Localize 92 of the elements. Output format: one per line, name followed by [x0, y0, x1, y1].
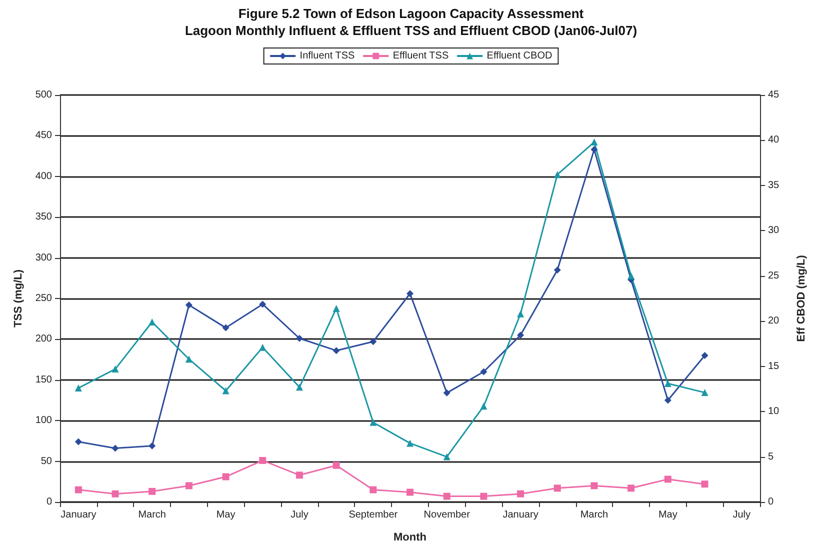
point: [480, 402, 488, 410]
point: [590, 146, 598, 154]
point: [480, 368, 488, 376]
point: [443, 492, 450, 500]
y-tick-label: 300: [35, 252, 52, 264]
point: [112, 366, 119, 373]
point: [406, 440, 414, 447]
y2-tick-label: 5: [768, 451, 774, 462]
point: [296, 472, 303, 479]
y-tick-label: 450: [35, 130, 52, 142]
legend-label: Influent TSS: [300, 50, 355, 62]
point: [259, 300, 266, 308]
point: [74, 486, 82, 494]
point: [517, 310, 524, 318]
point: [554, 484, 561, 492]
point: [664, 380, 672, 388]
x-tick-label: November: [424, 510, 471, 520]
point: [628, 484, 635, 492]
point: [370, 338, 377, 346]
x-axis-title: Month: [394, 532, 427, 544]
y2-axis-title: Eff CBOD (mg/L): [796, 254, 808, 342]
point: [74, 384, 82, 392]
x-tick-label: May: [216, 510, 236, 520]
point: [74, 438, 82, 446]
point: [332, 462, 340, 469]
point: [332, 304, 340, 312]
x-tick-label: July: [732, 510, 750, 520]
legend-label: Effluent TSS: [392, 50, 449, 62]
legend-label: Effluent CBOD: [486, 50, 552, 62]
x-tick-label: September: [348, 510, 398, 520]
point: [517, 490, 524, 498]
y-tick-label: 50: [40, 456, 52, 467]
chart-title: Figure 5.2 Town of Edson Lagoon Capacity Assessment: [238, 6, 584, 21]
point: [148, 442, 156, 450]
x-tick-label: March: [138, 510, 166, 520]
point: [517, 332, 524, 339]
x-tick-label: January: [502, 510, 538, 520]
point: [148, 488, 156, 495]
point: [406, 488, 414, 496]
point: [112, 490, 119, 498]
point: [590, 482, 598, 490]
y2-tick-label: 0: [768, 496, 774, 508]
y-axis-title: TSS (mg/L): [12, 269, 24, 328]
point: [590, 138, 598, 146]
y-tick-label: 150: [35, 374, 52, 386]
y-tick-label: 100: [35, 415, 52, 426]
y2-tick-label: 45: [768, 90, 780, 100]
y-tick-label: 0: [46, 496, 52, 508]
y2-tick-label: 20: [768, 316, 780, 327]
chart-subtitle: Lagoon Monthly Influent & Effluent TSS and Effluent CBOD (Jan06-Jul07): [184, 23, 638, 38]
point: [222, 387, 230, 394]
point: [296, 334, 303, 342]
point: [185, 482, 192, 490]
point: [222, 324, 230, 332]
y-tick-label: 200: [35, 334, 52, 345]
x-tick-label: March: [580, 510, 608, 520]
point: [148, 318, 156, 326]
point: [112, 444, 119, 452]
point: [664, 476, 672, 483]
point: [443, 453, 450, 460]
y-tick-label: 500: [35, 90, 52, 100]
y2-tick-label: 40: [768, 134, 780, 146]
y-tick-label: 250: [35, 293, 52, 304]
x-tick-label: January: [60, 510, 96, 520]
point: [185, 302, 192, 309]
point: [370, 418, 377, 426]
y2-tick-label: 25: [768, 270, 780, 282]
point: [259, 456, 266, 464]
point: [701, 480, 708, 488]
y-tick-label: 400: [35, 170, 52, 182]
x-tick-label: May: [658, 510, 678, 520]
point: [370, 486, 377, 494]
point: [554, 266, 561, 274]
y2-tick-label: 10: [768, 406, 780, 418]
point: [554, 171, 561, 178]
point: [406, 290, 414, 298]
point: [701, 352, 708, 359]
point: [332, 347, 340, 354]
y2-tick-label: 15: [768, 360, 780, 372]
point: [185, 356, 192, 363]
y-tick-label: 350: [35, 212, 52, 223]
point: [222, 473, 230, 480]
point: [701, 389, 708, 396]
y2-tick-label: 30: [768, 225, 780, 236]
point: [664, 396, 672, 404]
y2-tick-label: 35: [768, 180, 780, 191]
point: [628, 272, 635, 280]
point: [443, 389, 450, 396]
x-tick-label: July: [290, 510, 308, 520]
point: [296, 384, 303, 391]
point: [259, 344, 266, 351]
point: [480, 492, 488, 500]
